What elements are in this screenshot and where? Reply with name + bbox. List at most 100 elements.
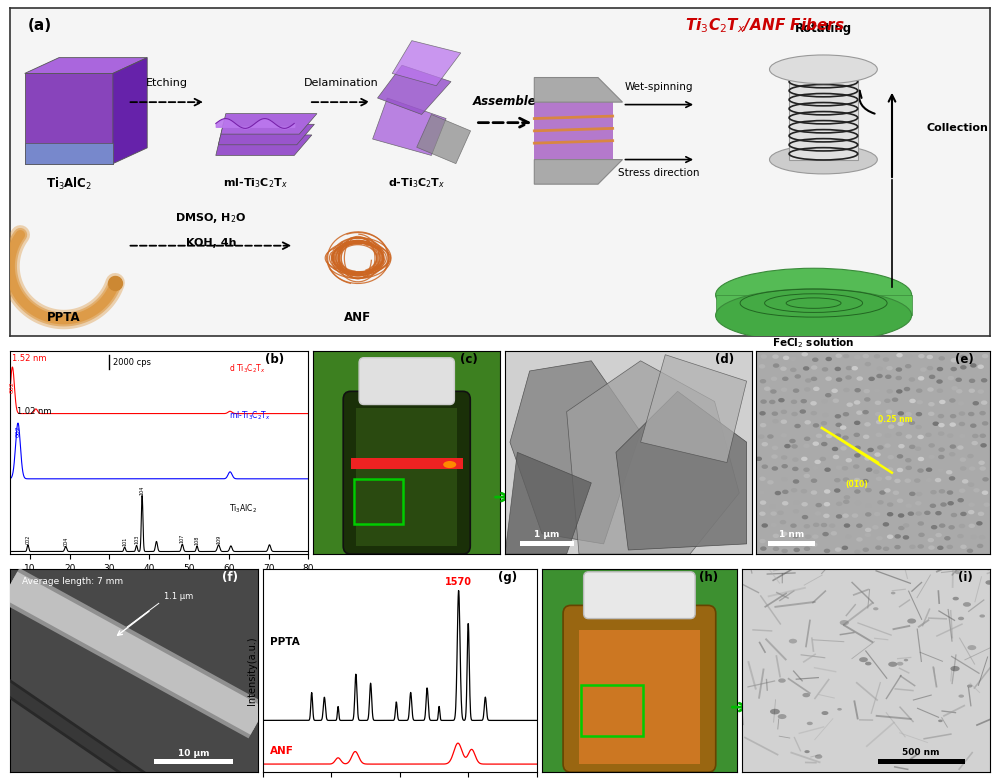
Ellipse shape <box>904 478 911 483</box>
Ellipse shape <box>773 547 779 551</box>
Ellipse shape <box>836 466 842 470</box>
Ellipse shape <box>906 434 912 439</box>
Ellipse shape <box>854 420 860 425</box>
Ellipse shape <box>854 453 861 458</box>
Ellipse shape <box>824 467 831 472</box>
Ellipse shape <box>803 444 810 448</box>
Ellipse shape <box>781 420 787 424</box>
Ellipse shape <box>873 470 879 474</box>
Text: Assemble: Assemble <box>473 94 537 108</box>
Ellipse shape <box>836 502 842 506</box>
Ellipse shape <box>927 387 934 392</box>
Ellipse shape <box>897 498 903 503</box>
Ellipse shape <box>937 388 943 393</box>
Ellipse shape <box>969 466 975 471</box>
Ellipse shape <box>824 502 830 506</box>
Ellipse shape <box>968 412 975 417</box>
Ellipse shape <box>959 411 965 416</box>
Ellipse shape <box>760 379 766 384</box>
Ellipse shape <box>764 386 770 391</box>
Ellipse shape <box>760 399 767 404</box>
Ellipse shape <box>905 412 912 417</box>
Ellipse shape <box>958 617 964 620</box>
Ellipse shape <box>781 548 788 553</box>
Ellipse shape <box>897 661 903 665</box>
Ellipse shape <box>824 489 830 494</box>
Ellipse shape <box>884 488 891 493</box>
Ellipse shape <box>905 364 911 368</box>
Ellipse shape <box>971 535 977 539</box>
Ellipse shape <box>792 534 799 538</box>
Ellipse shape <box>958 694 964 698</box>
Ellipse shape <box>927 366 933 370</box>
Ellipse shape <box>937 545 944 550</box>
Polygon shape <box>373 98 446 155</box>
Text: 1 nm: 1 nm <box>779 530 804 539</box>
Text: 1 µm: 1 µm <box>534 530 560 539</box>
Bar <box>356 408 457 546</box>
Ellipse shape <box>834 488 841 493</box>
Text: 101: 101 <box>122 537 127 546</box>
Ellipse shape <box>893 491 899 495</box>
Ellipse shape <box>781 531 788 536</box>
Ellipse shape <box>829 523 835 528</box>
Ellipse shape <box>978 389 984 394</box>
Text: Wet-spinning: Wet-spinning <box>625 82 693 92</box>
Ellipse shape <box>811 478 817 483</box>
Polygon shape <box>113 58 147 164</box>
FancyBboxPatch shape <box>584 572 695 619</box>
Ellipse shape <box>896 389 903 394</box>
Text: FeCl$_2$ solution: FeCl$_2$ solution <box>772 335 855 349</box>
Ellipse shape <box>959 488 965 493</box>
Ellipse shape <box>916 412 922 417</box>
Ellipse shape <box>915 425 922 429</box>
Ellipse shape <box>815 511 821 516</box>
Ellipse shape <box>960 544 967 549</box>
Ellipse shape <box>949 452 955 456</box>
Ellipse shape <box>937 468 944 473</box>
Ellipse shape <box>821 421 827 425</box>
Ellipse shape <box>793 501 800 505</box>
Text: PPTA: PPTA <box>47 310 81 324</box>
Ellipse shape <box>842 435 849 440</box>
Ellipse shape <box>886 366 893 370</box>
Ellipse shape <box>898 513 904 518</box>
Ellipse shape <box>950 666 960 672</box>
Ellipse shape <box>773 534 779 538</box>
Text: ANF: ANF <box>270 746 293 756</box>
Ellipse shape <box>967 454 974 459</box>
Ellipse shape <box>794 374 801 379</box>
Ellipse shape <box>896 353 903 357</box>
Ellipse shape <box>962 479 968 484</box>
Ellipse shape <box>854 355 861 360</box>
Ellipse shape <box>915 501 922 505</box>
Ellipse shape <box>903 535 909 540</box>
Ellipse shape <box>939 489 945 494</box>
Ellipse shape <box>781 464 788 469</box>
Ellipse shape <box>782 490 789 494</box>
Ellipse shape <box>859 657 868 662</box>
Ellipse shape <box>825 356 832 361</box>
Ellipse shape <box>872 525 879 530</box>
Ellipse shape <box>887 467 893 472</box>
Ellipse shape <box>864 397 871 402</box>
Ellipse shape <box>898 526 905 530</box>
Ellipse shape <box>760 546 767 551</box>
Ellipse shape <box>935 533 942 537</box>
Ellipse shape <box>935 511 942 516</box>
Ellipse shape <box>928 412 935 416</box>
Text: Rotating: Rotating <box>795 23 852 35</box>
Ellipse shape <box>843 388 850 392</box>
Ellipse shape <box>762 442 768 446</box>
Ellipse shape <box>846 402 853 407</box>
Ellipse shape <box>771 377 777 381</box>
Ellipse shape <box>863 389 870 393</box>
Ellipse shape <box>931 525 937 530</box>
Ellipse shape <box>970 424 977 428</box>
Ellipse shape <box>876 420 882 424</box>
Ellipse shape <box>822 413 829 417</box>
Ellipse shape <box>772 411 778 416</box>
Polygon shape <box>534 77 622 102</box>
Ellipse shape <box>758 434 764 439</box>
Polygon shape <box>392 41 461 86</box>
